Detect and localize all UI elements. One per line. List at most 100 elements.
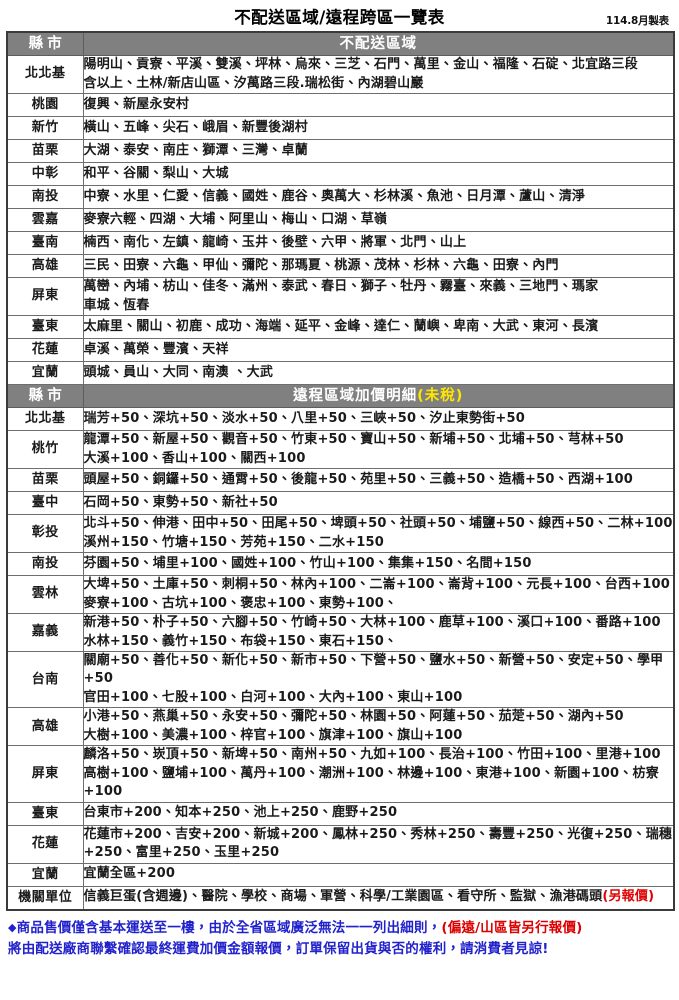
- table-row: 宜蘭 宜蘭全區+200: [6, 862, 675, 887]
- county-cell: 嘉義: [6, 613, 84, 652]
- areas-text: 陽明山、貢寮、平溪、雙溪、坪林、烏來、三芝、石門、萬里、金山、福隆、石碇、北宜路…: [83, 57, 638, 91]
- table-row: 南投 芬園+50、埔里+100、國姓+100、竹山+100、集集+150、名間+1…: [6, 552, 675, 576]
- bullet-icon: ◆: [8, 920, 17, 934]
- table-row: 桃園 復興、新屋永安村: [6, 93, 675, 117]
- county-cell: 臺中: [6, 491, 84, 515]
- footer-line-2: 將由配送廠商聯繫確認最終運費加價金額報價，訂單保留出貨與否的權利，請消費者見諒!: [8, 940, 549, 957]
- title-bar: 不配送區域/遠程跨區一覽表 114.8月製表: [6, 0, 673, 31]
- areas-cell: 楠西、南化、左鎮、龍崎、玉井、後壁、六甲、將軍、北門、山上: [82, 231, 675, 255]
- areas-cell: 龍潭+50、新屋+50、觀音+50、竹東+50、寶山+50、新埔+50、北埔+5…: [82, 430, 675, 469]
- table-row: 屏東 萬巒、內埔、枋山、佳冬、滿州、泰武、春日、獅子、牡丹、霧臺、來義、三地門、瑪…: [6, 277, 675, 316]
- table-row: 機關單位 信義巨蛋(含週邊)、醫院、學校、商場、軍營、科學/工業園區、看守所、監獄…: [6, 885, 675, 911]
- section-header-row-1: 縣市 不配送區域: [6, 31, 675, 56]
- table-row: 臺東 台東市+200、知本+250、池上+250、鹿野+250: [6, 801, 675, 826]
- areas-cell: 大埤+50、土庫+50、刺桐+50、林內+100、二崙+100、崙背+100、元…: [82, 575, 675, 614]
- table-row: 高雄 小港+50、燕巢+50、永安+50、彌陀+50、林園+50、阿蓮+50、茄萣…: [6, 707, 675, 747]
- table-row: 屏東 麟洛+50、崁頂+50、新埤+50、南州+50、九如+100、長治+100、…: [6, 745, 675, 803]
- footer-line-1-highlight: (偏遠/山區皆另行報價): [441, 919, 583, 936]
- areas-cell: 麟洛+50、崁頂+50、新埤+50、南州+50、九如+100、長治+100、竹田…: [82, 745, 675, 803]
- areas-red-note: (另報價): [602, 889, 655, 905]
- areas-text: 三民、田寮、六龜、甲仙、彌陀、那瑪夏、桃源、茂林、杉林、六龜、田寮、內門: [83, 257, 559, 273]
- footer-notes: ◆商品售價僅含基本運送至一樓，由於全省區域廣泛無法一一列出細則，(偏遠/山區皆另…: [6, 918, 673, 960]
- county-cell: 南投: [6, 552, 84, 576]
- areas-cell: 卓溪、萬榮、豐濱、天祥: [82, 338, 675, 362]
- areas-text: 萬巒、內埔、枋山、佳冬、滿州、泰武、春日、獅子、牡丹、霧臺、來義、三地門、瑪家 …: [83, 279, 599, 313]
- areas-cell: 頭城、員山、大同、南澳 、大武: [82, 361, 675, 385]
- section-1-areas-header-label: 不配送區域: [339, 36, 417, 52]
- areas-text: 中寮、水里、仁愛、信義、國姓、鹿谷、奧萬大、杉林溪、魚池、日月潭、蘆山、清淨: [83, 188, 586, 204]
- footer-line-1-text: 商品售價僅含基本運送至一樓，由於全省區域廣泛無法一一列出細則，: [16, 919, 442, 936]
- areas-cell: 麥寮六輕、四湖、大埔、阿里山、梅山、口湖、草嶺: [82, 208, 675, 232]
- areas-cell: 北斗+50、伸港、田中+50、田尾+50、埤頭+50、社頭+50、埔鹽+50、線…: [82, 514, 675, 553]
- section-2-areas-header-label: 遠程區域加價明細: [293, 388, 418, 404]
- areas-cell: 關廟+50、善化+50、新化+50、新市+50、下營+50、鹽水+50、新營+5…: [82, 650, 675, 709]
- areas-cell: 信義巨蛋(含週邊)、醫院、學校、商場、軍營、科學/工業園區、看守所、監獄、漁港碼…: [82, 885, 675, 911]
- areas-text: 頭城、員山、大同、南澳 、大武: [83, 364, 274, 380]
- section-2-areas-header: 遠程區域加價明細(未稅): [82, 384, 675, 408]
- shipping-zones-table: 縣市 不配送區域 北北基 陽明山、貢寮、平溪、雙溪、坪林、烏來、三芝、石門、萬里、金山…: [6, 31, 675, 911]
- county-cell: 花蓮: [6, 338, 84, 362]
- areas-text: 花蓮市+200、吉安+200、新城+200、鳳林+250、秀林+250、壽豐+2…: [83, 826, 673, 861]
- county-cell: 彰投: [6, 514, 84, 553]
- section-header-row-2: 縣市 遠程區域加價明細(未稅): [6, 384, 675, 408]
- areas-text: 卓溪、萬榮、豐濱、天祥: [83, 341, 229, 357]
- areas-text: 台東市+200、知本+250、池上+250、鹿野+250: [83, 805, 398, 821]
- county-cell: 機關單位: [6, 885, 84, 911]
- county-cell: 雲林: [6, 575, 84, 614]
- county-cell: 臺南: [6, 231, 84, 255]
- areas-text: 龍潭+50、新屋+50、觀音+50、竹東+50、寶山+50、新埔+50、北埔+5…: [83, 432, 624, 466]
- tax-note-label: (未稅): [417, 388, 464, 404]
- areas-text: 大湖、泰安、南庄、獅潭、三灣、卓蘭: [83, 142, 308, 158]
- table-row: 新竹 橫山、五峰、尖石、峨眉、新豐後湖村: [6, 116, 675, 140]
- table-row: 北北基 瑞芳+50、深坑+50、淡水+50、八里+50、三峽+50、汐止東勢街+5…: [6, 407, 675, 431]
- table-row: 高雄 三民、田寮、六龜、甲仙、彌陀、那瑪夏、桃源、茂林、杉林、六龜、田寮、內門: [6, 254, 675, 278]
- table-row: 苗栗 大湖、泰安、南庄、獅潭、三灣、卓蘭: [6, 139, 675, 163]
- table-row: 苗栗 頭屋+50、銅鑼+50、通霄+50、後龍+50、苑里+50、三義+50、造橋…: [6, 468, 675, 492]
- county-cell: 苗栗: [6, 468, 84, 492]
- areas-cell: 瑞芳+50、深坑+50、淡水+50、八里+50、三峽+50、汐止東勢街+50: [82, 407, 675, 431]
- areas-cell: 復興、新屋永安村: [82, 93, 675, 117]
- table-row: 花蓮 卓溪、萬榮、豐濱、天祥: [6, 338, 675, 362]
- table-body: 縣市 不配送區域 北北基 陽明山、貢寮、平溪、雙溪、坪林、烏來、三芝、石門、萬里、金山…: [6, 31, 675, 911]
- county-cell: 臺東: [6, 801, 84, 826]
- areas-text: 信義巨蛋(含週邊)、醫院、學校、商場、軍營、科學/工業園區、看守所、監獄、漁港碼…: [83, 889, 603, 905]
- areas-text: 頭屋+50、銅鑼+50、通霄+50、後龍+50、苑里+50、三義+50、造橋+5…: [83, 471, 634, 487]
- county-cell: 臺東: [6, 315, 84, 339]
- areas-cell: 芬園+50、埔里+100、國姓+100、竹山+100、集集+150、名間+150: [82, 552, 675, 576]
- areas-cell: 大湖、泰安、南庄、獅潭、三灣、卓蘭: [82, 139, 675, 163]
- table-row: 中彰 和平、谷關、梨山、大城: [6, 162, 675, 186]
- areas-cell: 太麻里、關山、初鹿、成功、海端、延平、金峰、達仁、蘭嶼、卑南、大武、東河、長濱: [82, 315, 675, 339]
- county-cell: 高雄: [6, 707, 84, 747]
- county-cell: 南投: [6, 185, 84, 209]
- table-row: 宜蘭 頭城、員山、大同、南澳 、大武: [6, 361, 675, 385]
- areas-text: 橫山、五峰、尖石、峨眉、新豐後湖村: [83, 119, 308, 135]
- county-cell: 高雄: [6, 254, 84, 278]
- areas-text: 麥寮六輕、四湖、大埔、阿里山、梅山、口湖、草嶺: [83, 211, 388, 227]
- table-row: 花蓮 花蓮市+200、吉安+200、新城+200、鳳林+250、秀林+250、壽豐…: [6, 824, 675, 864]
- areas-text: 復興、新屋永安村: [83, 96, 190, 112]
- areas-text: 瑞芳+50、深坑+50、淡水+50、八里+50、三峽+50、汐止東勢街+50: [83, 410, 526, 426]
- areas-text: 新港+50、朴子+50、六腳+50、竹崎+50、大林+100、鹿草+100、溪口…: [83, 615, 661, 649]
- areas-text: 麟洛+50、崁頂+50、新埤+50、南州+50、九如+100、長治+100、竹田…: [83, 747, 661, 800]
- county-cell: 屏東: [6, 277, 84, 316]
- areas-cell: 和平、谷關、梨山、大城: [82, 162, 675, 186]
- table-row: 雲嘉 麥寮六輕、四湖、大埔、阿里山、梅山、口湖、草嶺: [6, 208, 675, 232]
- areas-cell: 陽明山、貢寮、平溪、雙溪、坪林、烏來、三芝、石門、萬里、金山、福隆、石碇、北宜路…: [82, 55, 675, 94]
- county-cell: 花蓮: [6, 824, 84, 864]
- areas-cell: 頭屋+50、銅鑼+50、通霄+50、後龍+50、苑里+50、三義+50、造橋+5…: [82, 468, 675, 492]
- section-2-county-header: 縣市: [6, 384, 84, 408]
- county-cell: 桃竹: [6, 430, 84, 469]
- areas-cell: 小港+50、燕巢+50、永安+50、彌陀+50、林園+50、阿蓮+50、茄萣+5…: [82, 707, 675, 747]
- areas-cell: 石岡+50、東勢+50、新社+50: [82, 491, 675, 515]
- areas-text: 小港+50、燕巢+50、永安+50、彌陀+50、林園+50、阿蓮+50、茄萣+5…: [83, 709, 624, 743]
- areas-cell: 花蓮市+200、吉安+200、新城+200、鳳林+250、秀林+250、壽豐+2…: [82, 824, 675, 864]
- section-1-county-header: 縣市: [6, 31, 84, 56]
- table-row: 台南 關廟+50、善化+50、新化+50、新市+50、下營+50、鹽水+50、新營…: [6, 650, 675, 709]
- footer-line-1: ◆商品售價僅含基本運送至一樓，由於全省區域廣泛無法一一列出細則，(偏遠/山區皆另…: [8, 918, 673, 939]
- section-1-areas-header: 不配送區域: [82, 31, 675, 56]
- county-cell: 苗栗: [6, 139, 84, 163]
- county-cell: 中彰: [6, 162, 84, 186]
- county-cell: 宜蘭: [6, 862, 84, 887]
- county-cell: 屏東: [6, 745, 84, 803]
